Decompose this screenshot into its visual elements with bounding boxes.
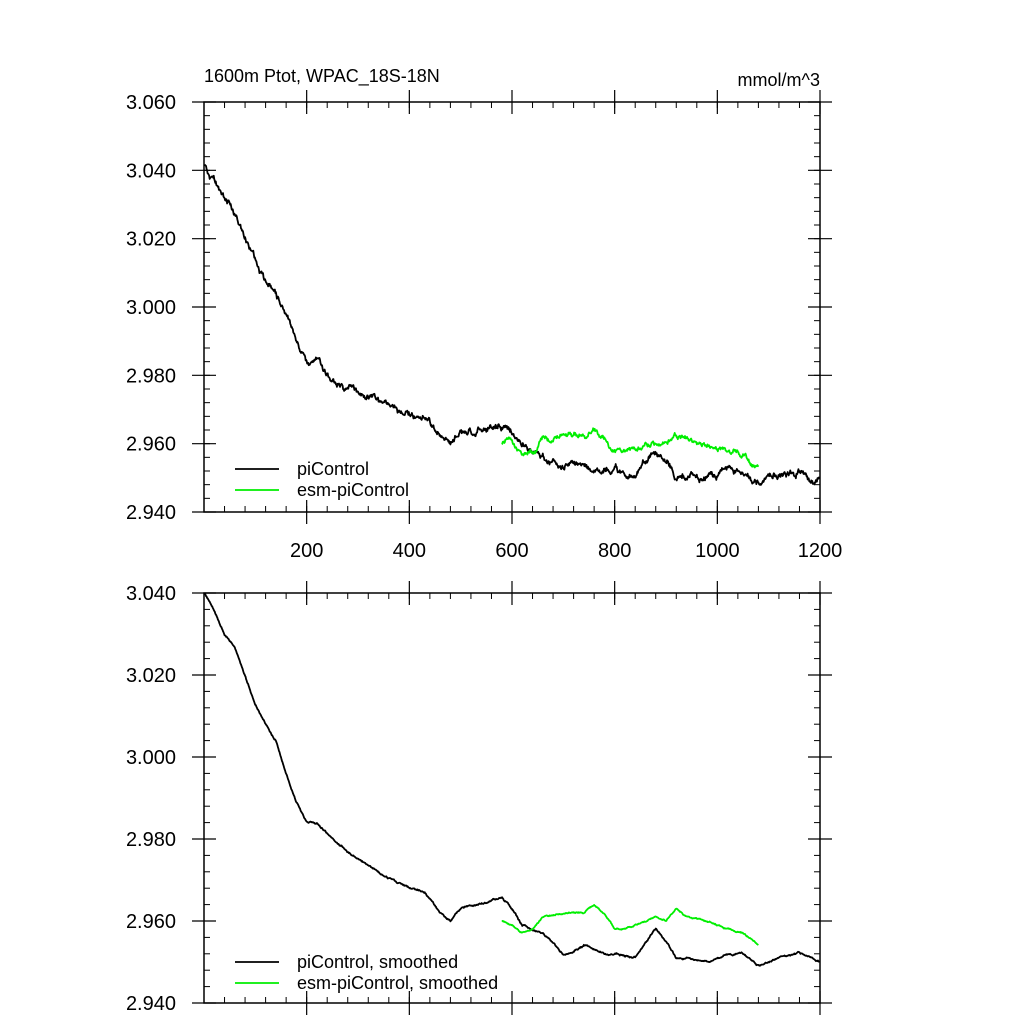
plot-frame — [203, 592, 821, 1004]
y-tick-label: 3.040 — [126, 160, 176, 182]
y-tick-label: 3.000 — [126, 747, 176, 769]
chart-units: mmol/m^3 — [738, 70, 820, 90]
y-tick-label: 2.940 — [126, 993, 176, 1015]
chart-panel-smoothed: 2.940 2.960 2.980 3.000 3.020 3.040 piControl… — [126, 581, 832, 1015]
series-layer — [203, 163, 821, 486]
y-tick-label: 2.940 — [126, 502, 176, 524]
x-tick-label: 400 — [393, 540, 426, 562]
y-tick-label: 3.020 — [126, 229, 176, 251]
series-layer — [203, 592, 821, 967]
x-tick-label: 1000 — [695, 540, 740, 562]
series-line-esm-picontrol-smoothed — [501, 904, 759, 946]
legend-label: esm-piControl — [297, 480, 409, 500]
y-tick-label: 2.980 — [126, 829, 176, 851]
series-line-picontrol — [203, 163, 821, 486]
plot-frame — [203, 101, 821, 513]
series-line-picontrol-smoothed — [203, 592, 821, 967]
x-tick-label: 1200 — [798, 540, 843, 562]
y-tick-label: 3.040 — [126, 583, 176, 605]
legend-label: piControl, smoothed — [297, 952, 458, 972]
y-tick-label: 3.000 — [126, 297, 176, 319]
chart-title: 1600m Ptot, WPAC_18S-18N — [204, 66, 440, 87]
tick-layer: 200 400 600 800 1000 1200 2.940 2.960 2.980 3.000… — [126, 90, 842, 562]
y-tick-label: 3.060 — [126, 92, 176, 114]
x-tick-label: 800 — [598, 540, 631, 562]
y-tick-label: 2.960 — [126, 911, 176, 933]
x-tick-label: 600 — [495, 540, 528, 562]
legend-label: esm-piControl, smoothed — [297, 973, 498, 993]
y-tick-label: 3.020 — [126, 665, 176, 687]
y-tick-label: 2.980 — [126, 365, 176, 387]
legend-label: piControl — [297, 459, 369, 479]
y-tick-label: 2.960 — [126, 434, 176, 456]
chart-panel-raw: 1600m Ptot, WPAC_18S-18N mmol/m^3 200 400… — [126, 66, 842, 562]
x-tick-label: 200 — [290, 540, 323, 562]
tick-layer: 2.940 2.960 2.980 3.000 3.020 3.040 — [126, 581, 832, 1015]
series-line-esm-picontrol — [501, 427, 760, 469]
